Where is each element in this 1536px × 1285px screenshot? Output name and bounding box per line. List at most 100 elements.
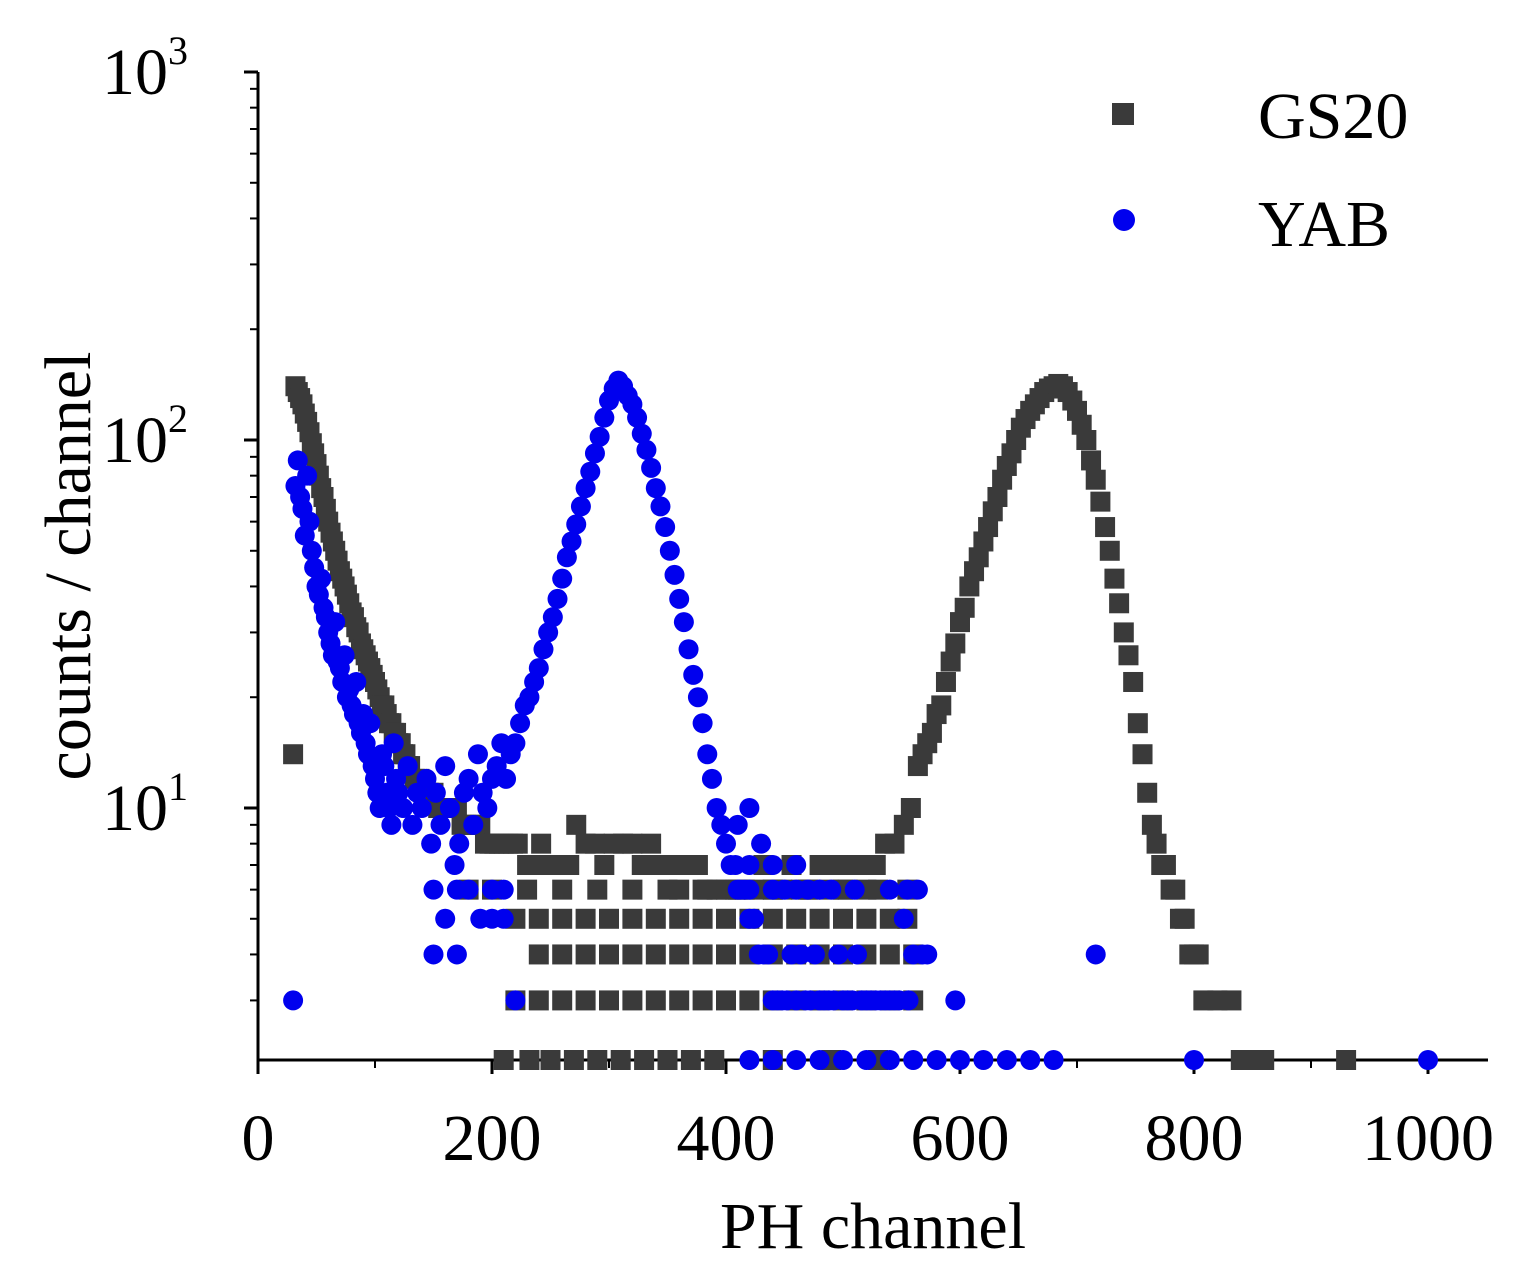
gs20-point	[669, 990, 690, 1011]
yab-point	[425, 782, 446, 803]
yab-point	[1085, 944, 1106, 965]
gs20-point	[587, 879, 608, 900]
yab-point	[570, 496, 591, 517]
gs20-point	[931, 695, 952, 716]
x-axis-title: PH channel	[720, 1190, 1026, 1263]
yab-point	[519, 687, 540, 708]
yab-point	[711, 814, 732, 835]
gs20-point	[692, 990, 713, 1011]
gs20-point	[687, 855, 708, 876]
yab-point	[856, 1050, 877, 1070]
yab-point	[659, 540, 680, 561]
gs20-point	[1071, 414, 1092, 435]
gs20-point	[528, 908, 549, 929]
gs20-point	[622, 990, 643, 1011]
yab-point	[360, 713, 381, 734]
gs20-point	[739, 990, 760, 1011]
yab-point	[683, 664, 704, 685]
yab-point	[897, 879, 918, 900]
yab-point	[636, 439, 657, 460]
gs20-point	[283, 744, 304, 765]
yab-point	[493, 908, 514, 929]
gs20-point	[552, 944, 573, 965]
y-tick-label: 101	[102, 764, 188, 845]
y-tick-exponent: 2	[168, 396, 188, 441]
yab-point	[421, 833, 442, 854]
gs20-point	[884, 833, 905, 854]
yab-point	[641, 457, 662, 478]
gs20-point	[1221, 990, 1242, 1011]
yab-point	[397, 756, 418, 777]
yab-point	[744, 908, 765, 929]
yab-point	[449, 833, 470, 854]
y-axis-title: counts / channel	[32, 352, 105, 781]
gs20-point	[1336, 1050, 1357, 1070]
yab-point	[458, 879, 479, 900]
gs20-point	[716, 944, 736, 965]
gs20-point	[1174, 908, 1195, 929]
gs20-point	[540, 1050, 561, 1070]
yab-point	[334, 645, 355, 666]
gs20-point	[575, 990, 596, 1011]
yab-point	[727, 814, 748, 835]
yab-point	[669, 588, 690, 609]
yab-point	[287, 450, 308, 471]
yab-point	[828, 944, 849, 965]
yab-point	[580, 461, 601, 482]
yab-point	[739, 879, 760, 900]
yab-point	[297, 465, 318, 486]
yab-point	[762, 1050, 783, 1070]
gs20-point	[1095, 517, 1116, 538]
gs20-point	[704, 1050, 725, 1070]
gs20-point	[559, 855, 580, 876]
gs20-point	[1127, 713, 1148, 734]
gs20-point	[641, 833, 662, 854]
gs20-point	[716, 990, 736, 1011]
y-tick-base: 10	[102, 404, 168, 477]
gs20-point	[524, 855, 545, 876]
gs20-point	[622, 944, 643, 965]
yab-point	[879, 1050, 900, 1070]
yab-point	[631, 423, 652, 444]
gs20-point	[566, 814, 587, 835]
gs20-point	[1081, 450, 1102, 471]
y-tick-label: 102	[102, 396, 188, 477]
gs20-point	[680, 1050, 701, 1070]
gs20-series	[283, 373, 1357, 1070]
yab-point	[505, 733, 526, 754]
x-tick-label: 600	[911, 1102, 1010, 1175]
gs20-point	[692, 879, 713, 900]
y-tick-base: 10	[102, 772, 168, 845]
legend-marker-gs20	[1112, 103, 1134, 125]
yab-point	[505, 990, 526, 1011]
yab-point	[538, 622, 559, 643]
gs20-point	[575, 908, 596, 929]
yab-point	[739, 798, 760, 818]
gs20-point	[1090, 491, 1111, 512]
yab-point	[664, 564, 685, 585]
yab-point	[381, 814, 402, 835]
gs20-point	[1099, 540, 1120, 561]
gs20-point	[1254, 1050, 1275, 1070]
yab-point	[383, 733, 404, 754]
yab-point	[950, 1050, 970, 1070]
yab-point	[493, 879, 514, 900]
legend-label-yab: YAB	[1258, 188, 1390, 261]
yab-point	[311, 568, 332, 589]
gs20-point	[856, 908, 877, 929]
y-tick-exponent: 3	[168, 28, 188, 73]
yab-point	[566, 514, 587, 535]
yab-point	[402, 814, 423, 835]
yab-point	[301, 540, 322, 561]
gs20-point	[657, 879, 678, 900]
gs20-point	[645, 990, 666, 1011]
legend-label-gs20: GS20	[1258, 80, 1408, 153]
gs20-point	[659, 855, 680, 876]
gs20-point	[599, 944, 619, 965]
gs20-point	[1146, 833, 1167, 854]
gs20-point	[786, 908, 807, 929]
yab-point	[627, 407, 648, 428]
gs20-point	[645, 944, 666, 965]
gs20-point	[935, 671, 956, 692]
